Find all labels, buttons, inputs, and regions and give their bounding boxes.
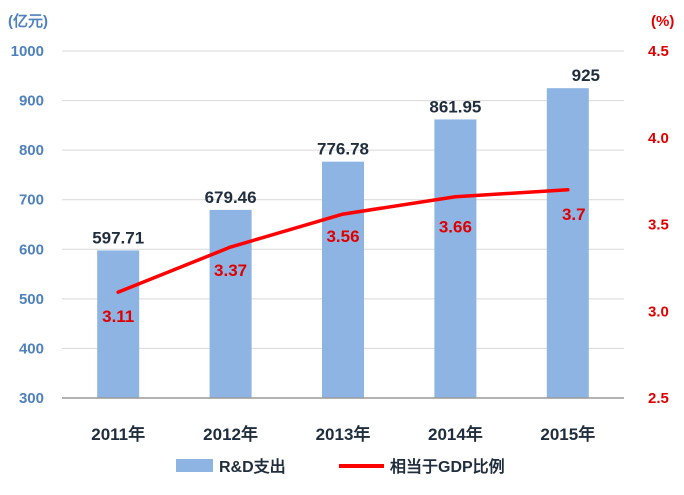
category-label: 2012年 bbox=[203, 424, 258, 444]
left-tick-label: 500 bbox=[19, 291, 44, 308]
right-tick-label: 2.5 bbox=[648, 390, 669, 407]
right-tick-label: 4.5 bbox=[648, 43, 669, 60]
bar bbox=[209, 209, 252, 398]
line-series bbox=[116, 188, 570, 294]
line-value-label: 3.11 bbox=[102, 307, 134, 326]
bar bbox=[434, 119, 477, 399]
bar-series bbox=[97, 88, 589, 399]
line-value-label: 3.66 bbox=[439, 218, 472, 237]
left-tick-label: 900 bbox=[19, 93, 44, 110]
category-label: 2014年 bbox=[428, 424, 483, 444]
bar-value-label: 776.78 bbox=[317, 140, 369, 159]
legend: R&D支出 相当于GDP比例 bbox=[176, 457, 505, 476]
line-value-label: 3.7 bbox=[562, 205, 586, 224]
legend-line-label: 相当于GDP比例 bbox=[390, 457, 505, 476]
category-label: 2015年 bbox=[540, 424, 595, 444]
bar-value-label: 679.46 bbox=[205, 188, 257, 207]
left-tick-label: 400 bbox=[19, 340, 44, 357]
left-tick-label: 300 bbox=[19, 390, 44, 407]
legend-bar-swatch bbox=[176, 459, 213, 472]
line-value-label: 3.56 bbox=[326, 227, 359, 246]
category-label: 2011年 bbox=[91, 424, 145, 444]
left-tick-label: 1000 bbox=[11, 43, 44, 60]
left-tick-label: 600 bbox=[19, 241, 44, 258]
data-labels: 597.71 679.46 776.78 861.95 925 3.11 3.37 3.56 3… bbox=[92, 66, 600, 326]
left-tick-label: 700 bbox=[19, 192, 44, 209]
bar bbox=[322, 161, 364, 398]
axes: 300 400 500 600 700 800 900 1000 2.5 3.0 3.5 4.0 4.5… bbox=[8, 12, 674, 444]
right-axis-unit: (%) bbox=[651, 13, 674, 30]
legend-bar-label: R&D支出 bbox=[219, 457, 286, 476]
left-tick-label: 800 bbox=[19, 142, 44, 159]
right-tick-label: 3.0 bbox=[648, 303, 669, 320]
left-axis-unit: (亿元) bbox=[8, 12, 48, 30]
line-value-label: 3.37 bbox=[214, 261, 247, 280]
bar bbox=[546, 88, 589, 398]
category-label: 2013年 bbox=[316, 424, 371, 444]
right-tick-label: 4.0 bbox=[648, 130, 669, 147]
bar-value-label: 861.95 bbox=[429, 97, 481, 116]
bar-value-label: 925 bbox=[572, 66, 600, 85]
bar bbox=[97, 250, 140, 398]
right-tick-label: 3.5 bbox=[648, 217, 669, 234]
bar-value-label: 597.71 bbox=[92, 228, 144, 247]
